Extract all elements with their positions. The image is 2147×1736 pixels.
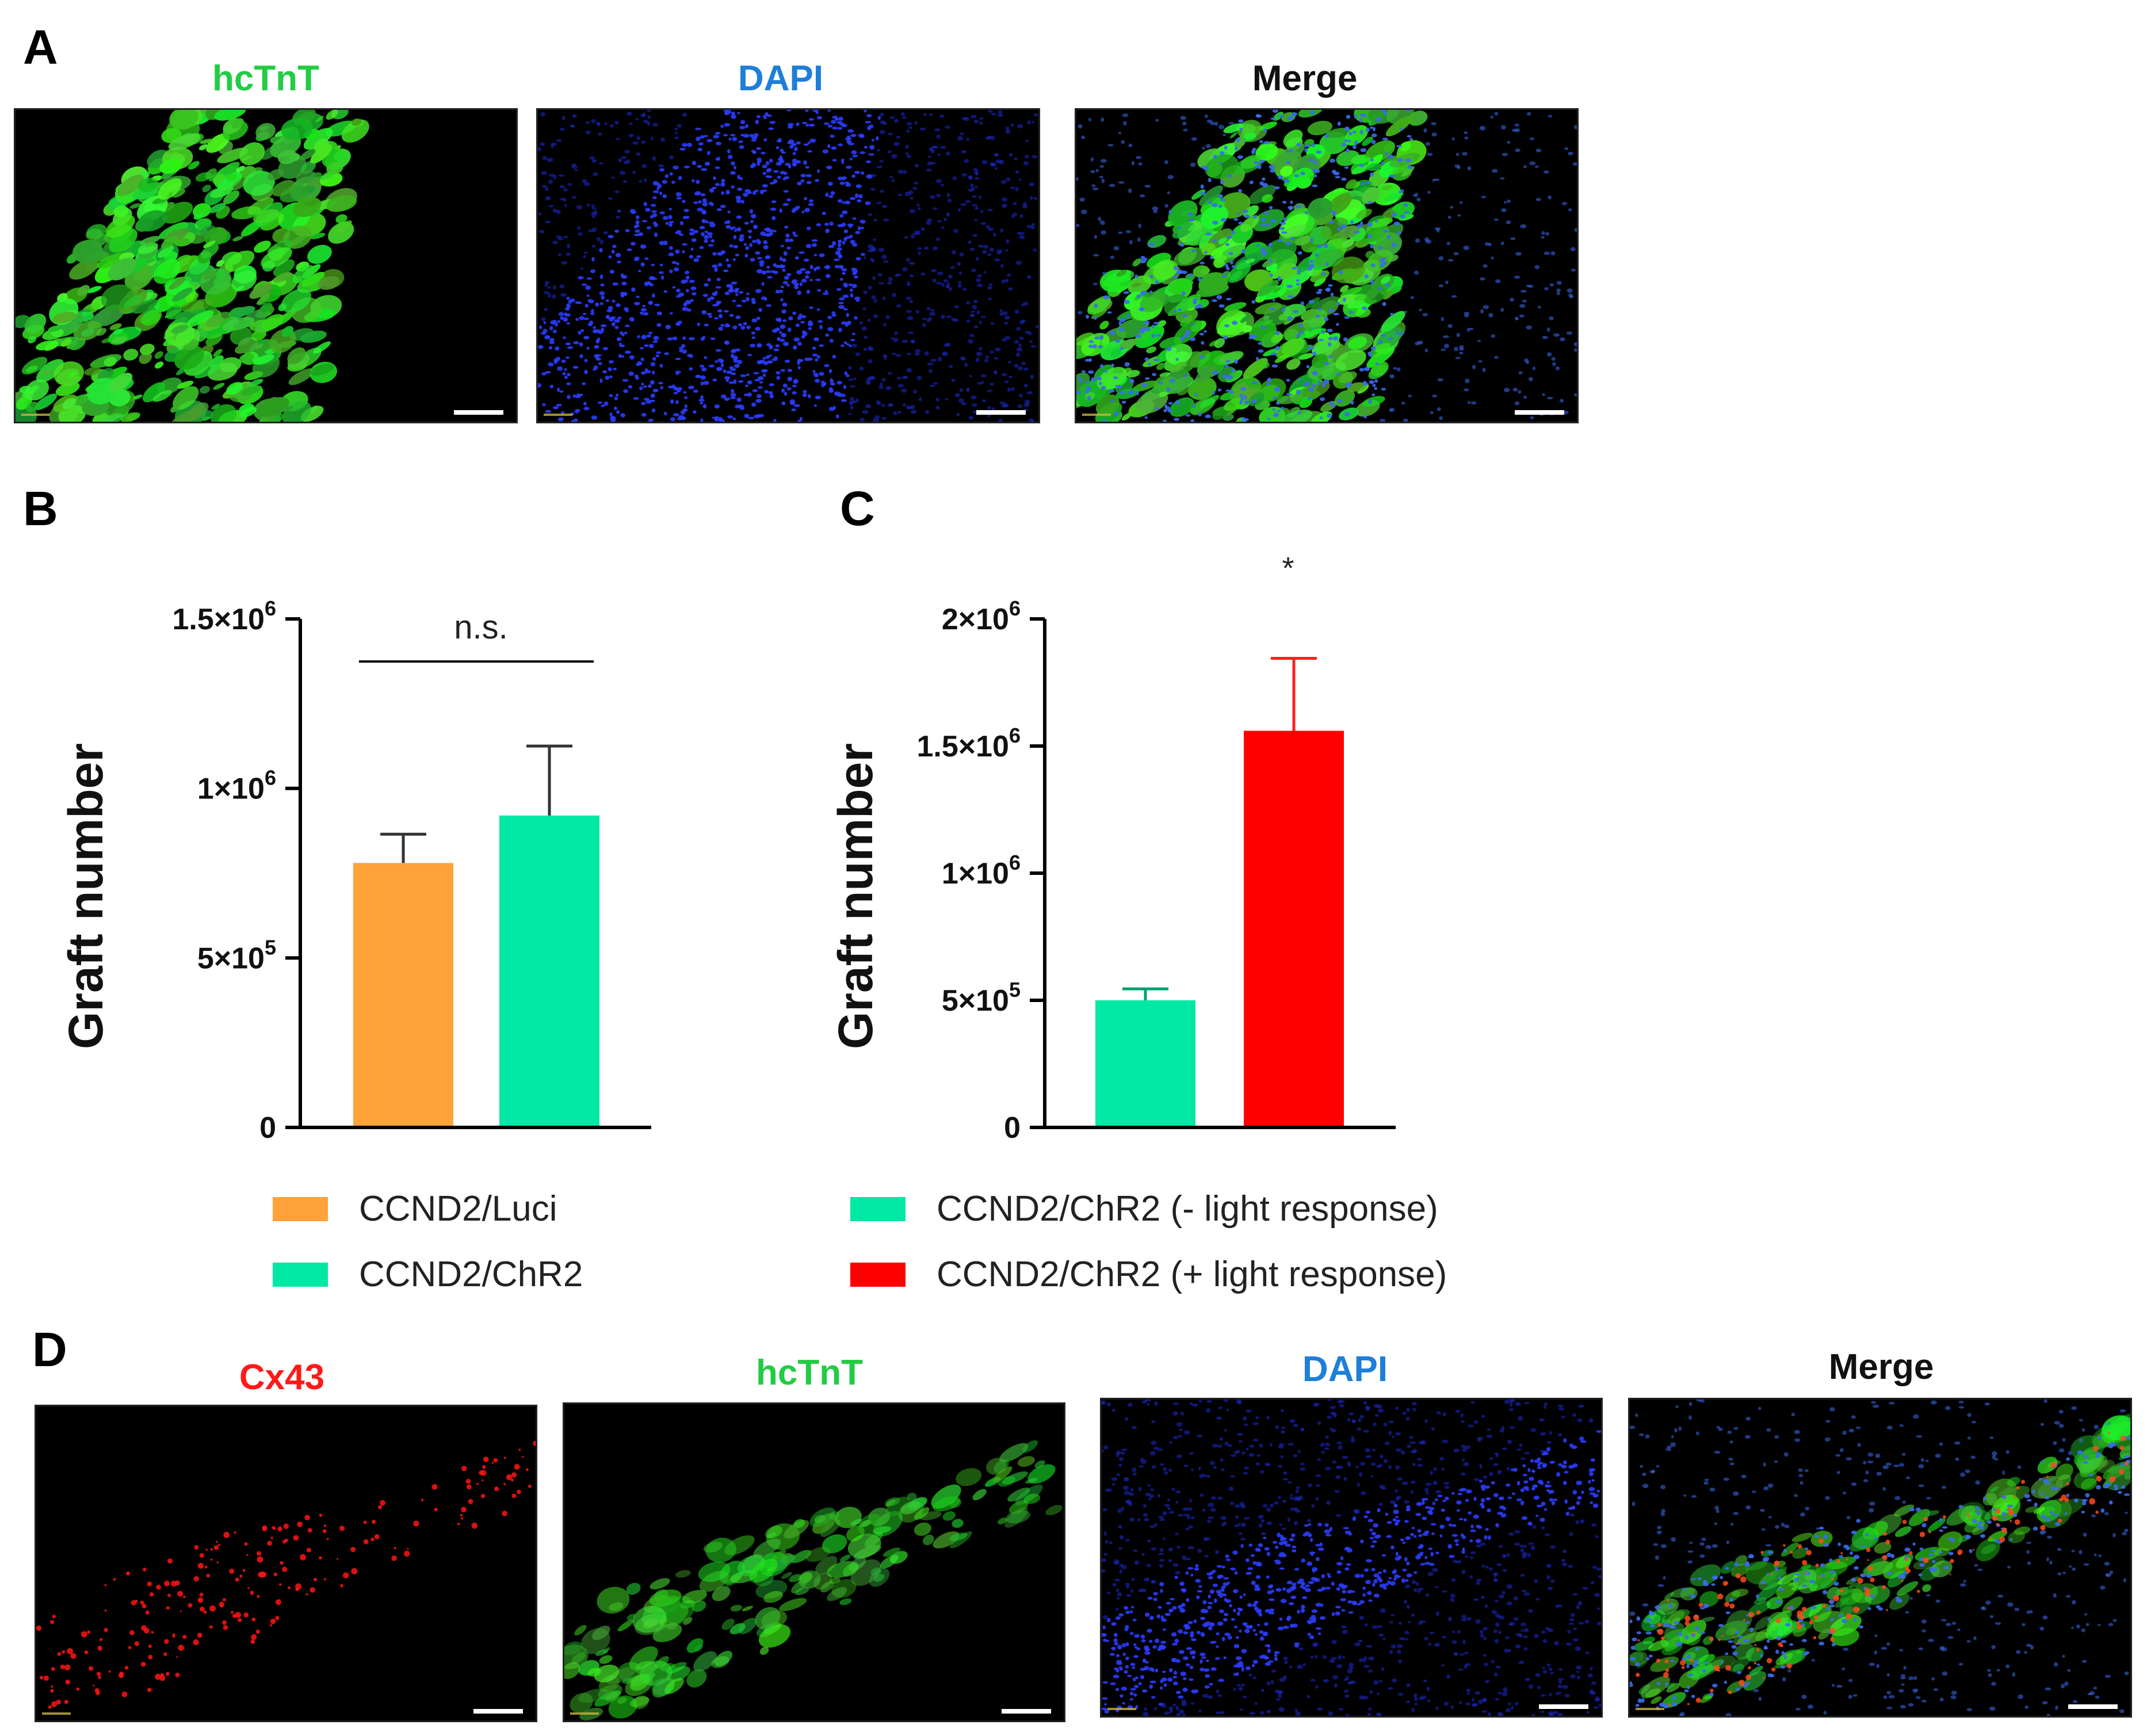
panel-a-hctnt-image [14,108,518,423]
panel-d-title-dapi: DAPI [1302,1349,1388,1389]
panel-d-hctnt-image [563,1402,1065,1722]
y-tick-label: 1.5×106 [916,724,1021,763]
y-tick-label: 0 [1004,1111,1021,1145]
panel-a-title-hctnt: hcTnT [212,59,319,98]
legend-item-chr2-plus-light: CCND2/ChR2 (+ light response) [850,1254,1447,1295]
legend-swatch-ccnd2-luci [273,1196,328,1221]
panel-d-cx43-image [35,1405,537,1722]
panel-d-letter: D [32,1322,67,1376]
y-tick-label: 5×105 [197,935,276,975]
legend-swatch-ccnd2-chr2 [273,1262,328,1287]
y-tick-label: 1×106 [942,851,1021,890]
panel-d-title-hctnt: hcTnT [756,1353,863,1393]
panel-d-title-merge: Merge [1828,1347,1934,1387]
panel-a-merge-image [1075,108,1579,423]
y-tick-label: 1×106 [197,766,276,806]
y-axis-label: Graft number [59,743,113,1049]
panel-d-merge-image [1628,1398,2132,1718]
panel-d-dapi-image [1100,1398,1603,1718]
panel-c-letter: C [840,481,875,536]
y-axis-label: Graft number [828,743,883,1049]
y-tick-label: 5×105 [942,978,1021,1018]
significance-label: * [1282,551,1294,586]
panel-a-title-dapi: DAPI [738,59,824,98]
bar-1 [499,815,599,1126]
legend-swatch-chr2-minus-light [850,1196,906,1221]
panel-c-chart: 0 5×105 1×106 1.5×106 2×106 Graft number * [828,551,1396,1145]
panel-a-dapi-image [536,108,1040,423]
panel-b-letter: B [23,481,58,536]
y-tick-label: 0 [259,1111,276,1145]
bar-0 [353,863,453,1126]
legend-item-chr2-minus-light: CCND2/ChR2 (- light response) [850,1188,1438,1229]
legend-swatch-chr2-plus-light [850,1262,906,1287]
legend-label-ccnd2-chr2: CCND2/ChR2 [359,1255,583,1294]
legend-label-ccnd2-luci: CCND2/Luci [359,1189,557,1229]
y-tick-label: 2×106 [942,596,1021,636]
panel-a-title-merge: Merge [1252,59,1358,98]
bar-1 [1244,731,1344,1126]
legend-label-chr2-plus-light: CCND2/ChR2 (+ light response) [937,1255,1447,1294]
legend-item-ccnd2-luci: CCND2/Luci [273,1188,557,1229]
legend-label-chr2-minus-light: CCND2/ChR2 (- light response) [937,1189,1438,1229]
significance-label: n.s. [454,609,508,646]
panel-a-letter: A [23,20,58,74]
legend-item-ccnd2-chr2: CCND2/ChR2 [273,1254,583,1295]
panel-d-title-cx43: Cx43 [239,1358,325,1397]
y-tick-label: 1.5×106 [172,596,276,636]
panel-b-chart: 0 5×105 1×106 1.5×106 Graft number n.s. [59,596,651,1145]
bar-0 [1095,1000,1195,1126]
